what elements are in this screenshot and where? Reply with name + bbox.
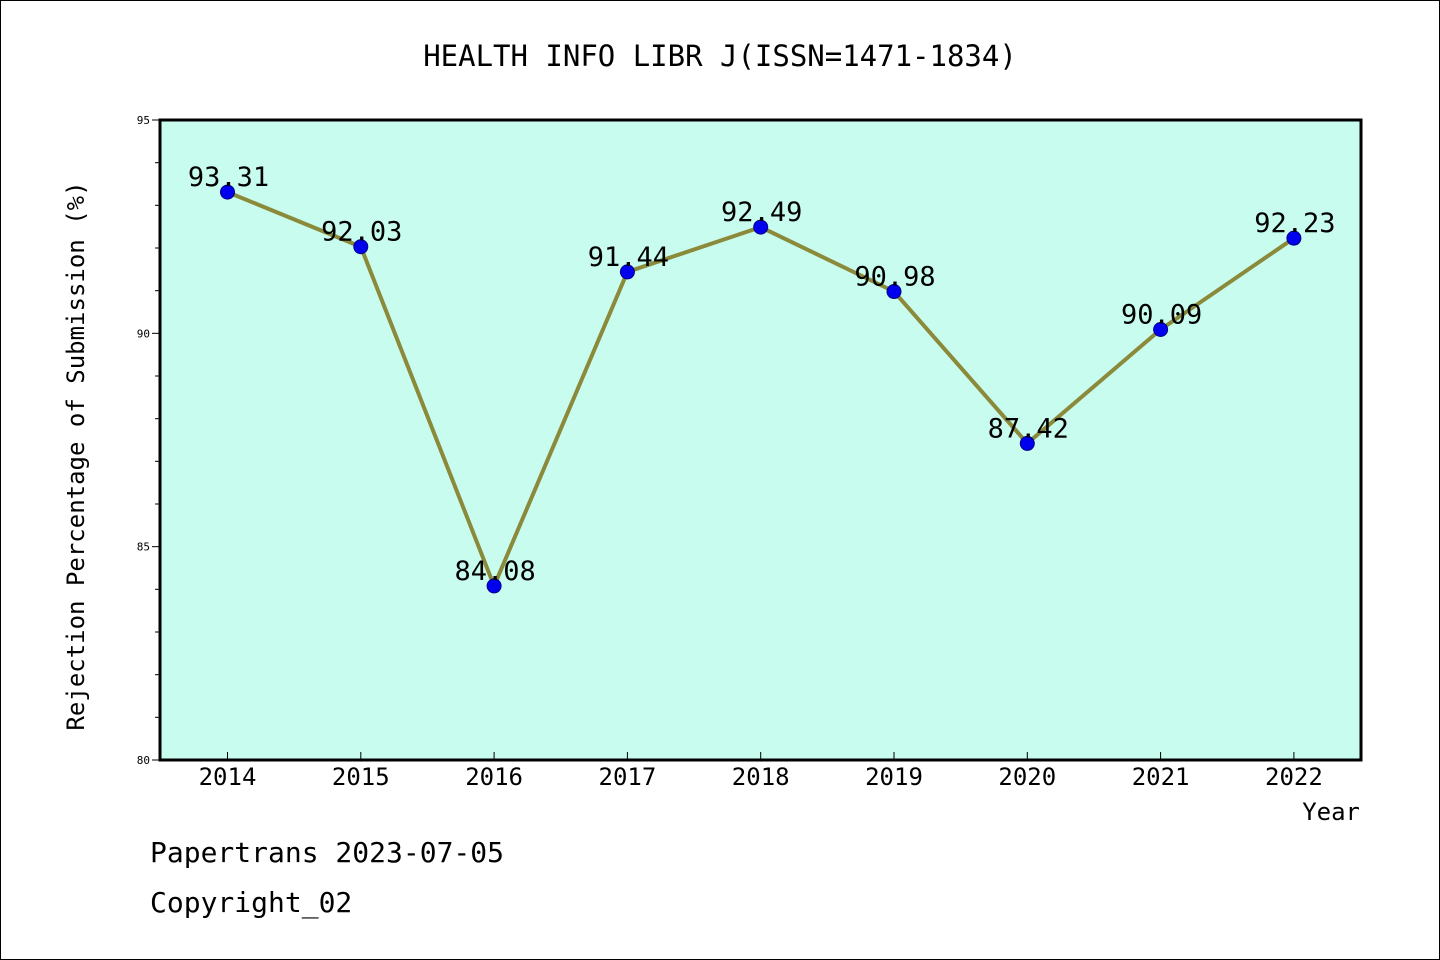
- y-axis-label: Rejection Percentage of Submission (%): [62, 181, 90, 730]
- data-label: 92.49: [721, 197, 802, 228]
- y-tick-label: 80: [137, 754, 150, 767]
- data-label: 92.23: [1254, 208, 1335, 239]
- data-label: 91.44: [588, 242, 669, 273]
- x-tick-label: 2017: [599, 763, 657, 791]
- data-label: 90.98: [854, 262, 935, 293]
- data-label: 87.42: [988, 413, 1069, 444]
- x-tick-label: 2021: [1132, 763, 1190, 791]
- data-label: 92.03: [321, 217, 402, 248]
- x-tick-label: 2015: [332, 763, 390, 791]
- chart-title: HEALTH INFO LIBR J(ISSN=1471-1834): [423, 39, 1017, 73]
- data-point: [886, 284, 902, 300]
- x-tick-label: 2022: [1265, 763, 1323, 791]
- data-point: [486, 578, 502, 594]
- x-tick-label: 2018: [732, 763, 790, 791]
- data-label: 93.31: [188, 162, 269, 193]
- footer-date-text: Papertrans 2023-07-05: [150, 836, 505, 869]
- x-axis-label: Year: [1302, 798, 1360, 826]
- x-tick-label: 2016: [465, 763, 523, 791]
- data-point: [753, 219, 769, 235]
- data-point: [220, 184, 235, 200]
- plot-border: [158, 118, 1363, 762]
- footer-copyright-text: Copyright_02: [150, 886, 353, 919]
- data-point: [353, 239, 369, 255]
- data-point: [1153, 321, 1169, 337]
- y-tick-label: 90: [137, 327, 150, 340]
- y-tick-label: 95: [137, 114, 150, 127]
- data-point: [1286, 230, 1302, 246]
- data-points: [220, 184, 1302, 594]
- data-labels: 93.31 92.03 84.08 91.44 92.49 90.98 87.42 90.09…: [188, 162, 1336, 587]
- data-point: [1019, 435, 1035, 451]
- x-tick-label: 2019: [865, 763, 923, 791]
- x-tick-label: 2020: [998, 763, 1056, 791]
- x-tick-label: 2014: [199, 763, 257, 791]
- data-point: [619, 264, 635, 280]
- y-tick-label: 85: [137, 541, 150, 554]
- data-label: 84.08: [454, 556, 535, 587]
- axes: 80 85 90 95 2014 2015 2016 2017 2018 2019 2020 2021…: [137, 114, 1323, 791]
- data-label: 90.09: [1121, 299, 1202, 330]
